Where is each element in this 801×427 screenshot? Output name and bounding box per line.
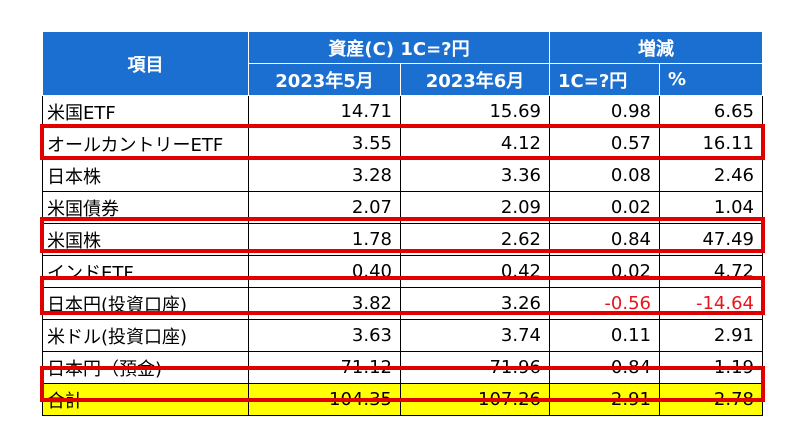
header-change-group: 増減	[549, 31, 763, 64]
cell-name: 米国ETF	[42, 95, 249, 128]
cell-diff: 0.57	[549, 127, 660, 160]
total-cell-name: 合計	[42, 383, 249, 416]
header-pct: %	[659, 63, 763, 96]
cell-diff: -0.56	[549, 287, 660, 320]
total-cell-diff: 2.91	[549, 383, 660, 416]
cell-diff: 0.08	[549, 159, 660, 192]
table-row: 米国株 1.78 2.62 0.84 47.49	[42, 223, 763, 256]
table-header: 項目 資産(C) 1C=?円 増減 2023年5月 2023年6月 1C=?円 …	[42, 31, 763, 96]
cell-pct: -14.64	[659, 287, 763, 320]
cell-jun: 0.42	[400, 255, 550, 288]
cell-jun: 2.62	[400, 223, 550, 256]
cell-may: 3.82	[248, 287, 401, 320]
cell-diff: 0.02	[549, 191, 660, 224]
table-row: 日本円（預金) 71.12 71.96 0.84 1.19	[42, 351, 763, 384]
cell-name: 米ドル(投資口座)	[42, 319, 249, 352]
asset-table-container: 項目 資産(C) 1C=?円 増減 2023年5月 2023年6月 1C=?円 …	[40, 31, 765, 416]
cell-pct: 16.11	[659, 127, 763, 160]
table-row: 米国債券 2.07 2.09 0.02 1.04	[42, 191, 763, 224]
total-cell-pct: 2.78	[659, 383, 763, 416]
asset-table: 項目 資産(C) 1C=?円 増減 2023年5月 2023年6月 1C=?円 …	[42, 31, 763, 416]
cell-may: 2.07	[248, 191, 401, 224]
cell-may: 3.28	[248, 159, 401, 192]
cell-name: インドETF	[42, 255, 249, 288]
table-row: 日本円(投資口座) 3.82 3.26 -0.56 -14.64	[42, 287, 763, 320]
cell-diff: 0.84	[549, 223, 660, 256]
cell-name: 日本円（預金)	[42, 351, 249, 384]
cell-pct: 1.04	[659, 191, 763, 224]
header-diff: 1C=?円	[549, 63, 660, 96]
total-cell-may: 104.35	[248, 383, 401, 416]
header-assets-group: 資産(C) 1C=?円	[248, 31, 550, 64]
table-row: 米国ETF 14.71 15.69 0.98 6.65	[42, 95, 763, 128]
cell-jun: 3.74	[400, 319, 550, 352]
table-row: オールカントリーETF 3.55 4.12 0.57 16.11	[42, 127, 763, 160]
cell-name: 日本株	[42, 159, 249, 192]
cell-pct: 47.49	[659, 223, 763, 256]
cell-jun: 3.26	[400, 287, 550, 320]
cell-jun: 15.69	[400, 95, 550, 128]
table-body: 米国ETF 14.71 15.69 0.98 6.65 オールカントリーETF 3.55 4.…	[42, 95, 763, 416]
cell-name: オールカントリーETF	[42, 127, 249, 160]
cell-diff: 0.11	[549, 319, 660, 352]
cell-may: 1.78	[248, 223, 401, 256]
cell-diff: 0.98	[549, 95, 660, 128]
cell-jun: 71.96	[400, 351, 550, 384]
cell-jun: 3.36	[400, 159, 550, 192]
cell-may: 71.12	[248, 351, 401, 384]
cell-pct: 4.72	[659, 255, 763, 288]
total-cell-jun: 107.26	[400, 383, 550, 416]
cell-name: 日本円(投資口座)	[42, 287, 249, 320]
cell-pct: 2.91	[659, 319, 763, 352]
cell-pct: 1.19	[659, 351, 763, 384]
cell-jun: 4.12	[400, 127, 550, 160]
total-row: 合計 104.35 107.26 2.91 2.78	[42, 383, 763, 416]
cell-diff: 0.02	[549, 255, 660, 288]
cell-pct: 2.46	[659, 159, 763, 192]
cell-name: 米国債券	[42, 191, 249, 224]
table-row: 日本株 3.28 3.36 0.08 2.46	[42, 159, 763, 192]
cell-may: 3.63	[248, 319, 401, 352]
table-row: インドETF 0.40 0.42 0.02 4.72	[42, 255, 763, 288]
cell-pct: 6.65	[659, 95, 763, 128]
cell-jun: 2.09	[400, 191, 550, 224]
header-may: 2023年5月	[248, 63, 401, 96]
table-row: 米ドル(投資口座) 3.63 3.74 0.11 2.91	[42, 319, 763, 352]
cell-may: 14.71	[248, 95, 401, 128]
cell-diff: 0.84	[549, 351, 660, 384]
cell-name: 米国株	[42, 223, 249, 256]
header-item: 項目	[42, 31, 249, 96]
header-jun: 2023年6月	[400, 63, 550, 96]
cell-may: 3.55	[248, 127, 401, 160]
cell-may: 0.40	[248, 255, 401, 288]
